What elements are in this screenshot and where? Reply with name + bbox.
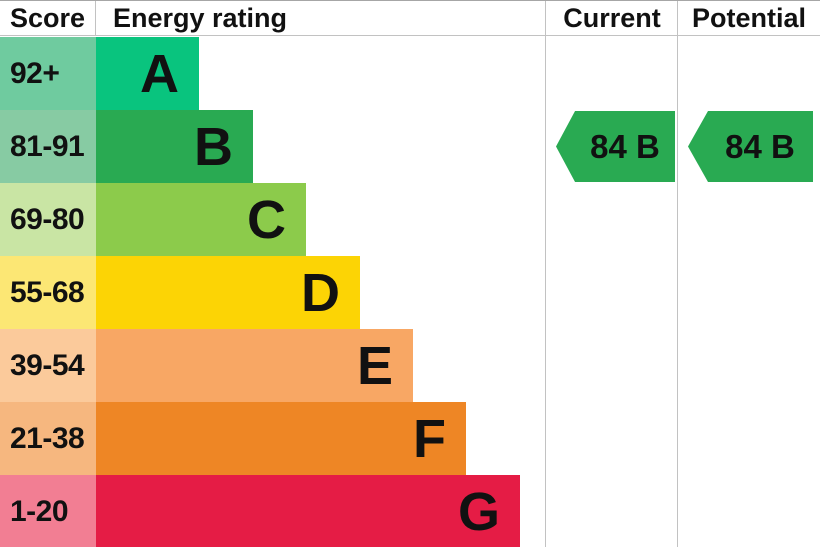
score-column-header: Score bbox=[0, 1, 96, 35]
band-bar-A: A bbox=[96, 37, 199, 110]
score-range-A: 92+ bbox=[0, 37, 96, 110]
epc-band-row-A: 92+ A bbox=[0, 37, 546, 110]
current-column-header: Current bbox=[563, 2, 661, 33]
epc-band-row-C: 69-80 C bbox=[0, 183, 546, 256]
score-range-D: 55-68 bbox=[0, 256, 96, 329]
band-bar-F: F bbox=[96, 402, 466, 475]
energy-rating-column-header: Energy rating bbox=[113, 2, 288, 33]
score-range-B: 81-91 bbox=[0, 110, 96, 183]
potential-column-header: Potential bbox=[691, 2, 806, 33]
band-bar-E: E bbox=[96, 329, 413, 402]
band-bar-G: G bbox=[96, 475, 520, 547]
potential-column-divider bbox=[677, 1, 678, 547]
epc-band-row-D: 55-68 D bbox=[0, 256, 546, 329]
current-rating-value: 84 B bbox=[590, 127, 660, 165]
chart-header-row: Score Energy rating Current Potential bbox=[0, 1, 820, 36]
epc-band-row-G: 1-20 G bbox=[0, 475, 546, 547]
score-range-E: 39-54 bbox=[0, 329, 96, 402]
score-range-C: 69-80 bbox=[0, 183, 96, 256]
band-bar-D: D bbox=[96, 256, 360, 329]
band-bar-C: C bbox=[96, 183, 306, 256]
epc-band-row-E: 39-54 E bbox=[0, 329, 546, 402]
epc-band-row-F: 21-38 F bbox=[0, 402, 546, 475]
score-range-G: 1-20 bbox=[0, 475, 96, 547]
band-bar-B: B bbox=[96, 110, 253, 183]
band-rows: 92+ A 81-91 B 69-80 C 55-68 D 39-54 E 21-38 F 1-20 G bbox=[0, 37, 546, 547]
current-column-divider bbox=[545, 1, 546, 547]
current-rating-arrow: 84 B bbox=[556, 111, 675, 182]
potential-rating-arrow: 84 B bbox=[688, 111, 813, 182]
score-range-F: 21-38 bbox=[0, 402, 96, 475]
potential-rating-value: 84 B bbox=[725, 127, 795, 165]
epc-band-row-B: 81-91 B bbox=[0, 110, 546, 183]
